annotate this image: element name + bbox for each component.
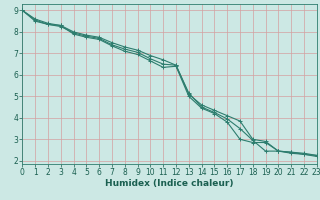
- X-axis label: Humidex (Indice chaleur): Humidex (Indice chaleur): [105, 179, 234, 188]
